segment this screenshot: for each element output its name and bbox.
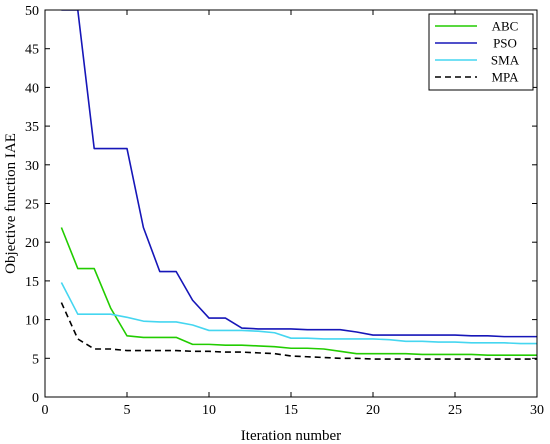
x-tick-label: 5 (124, 403, 131, 418)
y-axis-label: Objective function IAE (3, 133, 19, 274)
series-layer (60, 10, 537, 360)
y-tick-label: 30 (25, 159, 39, 174)
series-line-sma (60, 282, 537, 345)
legend-label-sma: SMA (491, 53, 520, 68)
series-line-abc (60, 227, 537, 357)
x-tick-label: 15 (284, 403, 298, 418)
y-tick-label: 40 (25, 81, 39, 96)
y-tick-label: 25 (25, 198, 39, 213)
series-line-pso (61, 10, 537, 338)
y-tick-label: 0 (32, 391, 39, 406)
axes-layer: 0 5 10 15 20 25 30 0 5 10 15 20 25 30 35 40 45 50 (25, 4, 544, 418)
legend: ABC PSO SMA MPA (428, 13, 534, 91)
x-tick-label: 30 (530, 403, 544, 418)
x-tick-label: 0 (42, 403, 49, 418)
y-tick-label: 35 (25, 120, 39, 135)
y-tick-label: 10 (25, 314, 39, 329)
legend-label-pso: PSO (493, 36, 517, 51)
x-tick-label: 25 (448, 403, 462, 418)
y-tick-label: 20 (25, 236, 39, 251)
y-tick-label: 15 (25, 275, 39, 290)
legend-label-mpa: MPA (492, 70, 520, 85)
y-tick-label: 5 (32, 352, 39, 367)
x-tick-label: 10 (202, 403, 216, 418)
y-tick-label: 45 (25, 43, 39, 58)
x-axis-label: Iteration number (241, 428, 341, 444)
y-tick-label: 50 (25, 4, 39, 19)
x-tick-label: 20 (366, 403, 380, 418)
series-line-mpa (60, 302, 537, 360)
legend-label-abc: ABC (492, 19, 519, 34)
